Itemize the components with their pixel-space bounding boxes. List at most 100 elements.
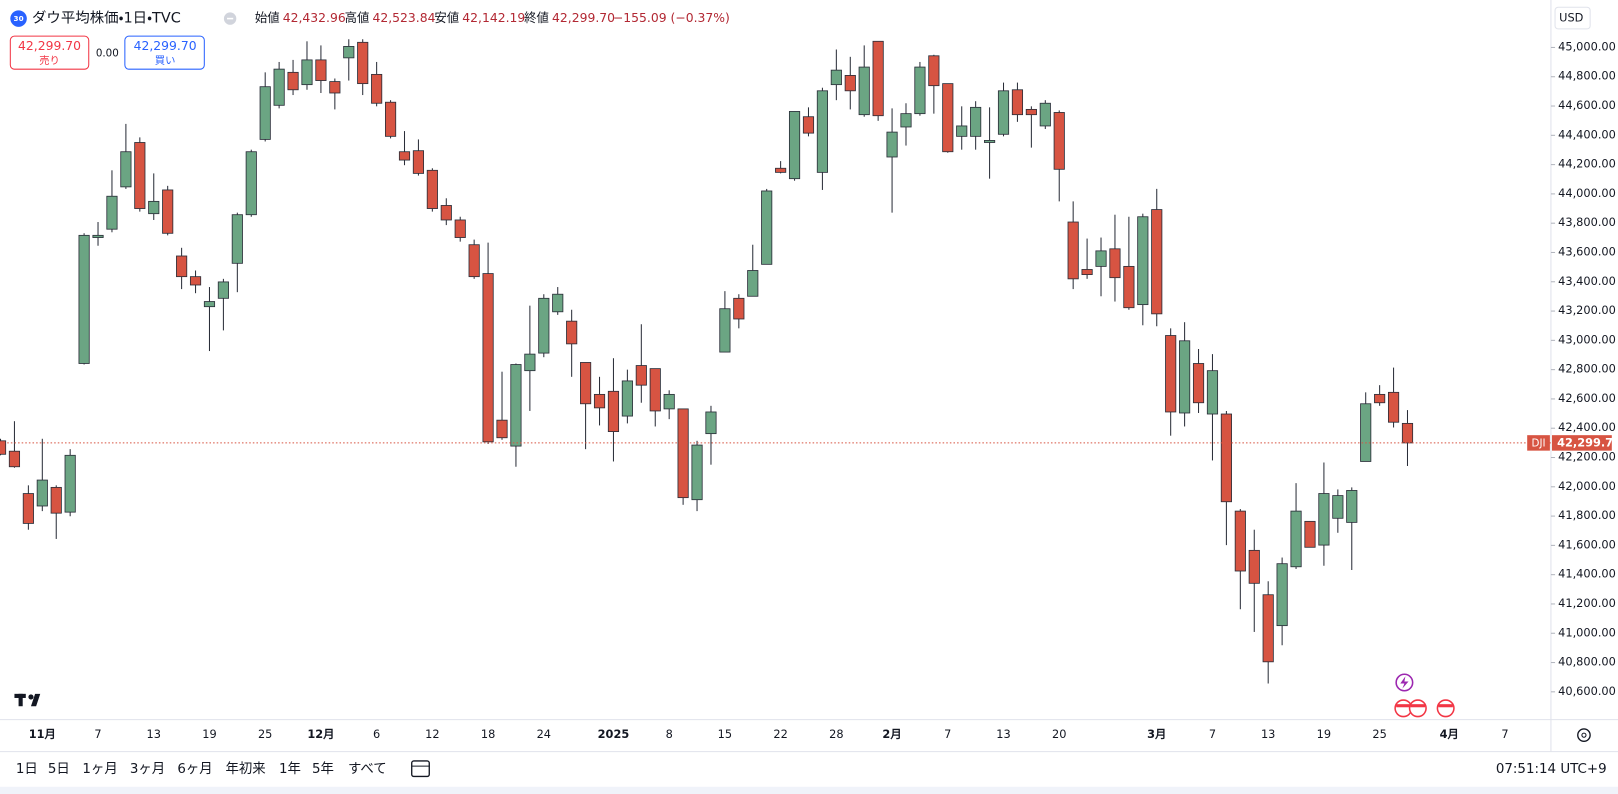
candle-body bbox=[1276, 563, 1288, 627]
x-tick-label: 11月 bbox=[29, 727, 56, 741]
candle-body bbox=[621, 380, 633, 417]
sell-button-frame[interactable] bbox=[9, 35, 90, 70]
candle-body bbox=[663, 393, 675, 410]
candle-body bbox=[802, 116, 815, 134]
x-tick-label: 19 bbox=[1317, 727, 1331, 741]
calendar-icon[interactable] bbox=[411, 760, 430, 778]
candle-body bbox=[733, 297, 745, 320]
candle-body bbox=[970, 106, 982, 137]
y-tick-label: 40,600.00 bbox=[1558, 684, 1616, 698]
x-tick-label: 13 bbox=[147, 727, 161, 741]
sell-price[interactable]: 42,299.70 bbox=[18, 39, 81, 53]
x-tick-label: 2025 bbox=[598, 727, 630, 741]
y-tick-label: 43,400.00 bbox=[1558, 274, 1616, 288]
candle-body bbox=[719, 308, 731, 353]
range-button[interactable]: すべて bbox=[348, 761, 387, 777]
range-button[interactable]: 3ヶ月 bbox=[130, 762, 165, 777]
y-tick-label: 41,000.00 bbox=[1558, 625, 1616, 639]
candle-body bbox=[384, 101, 397, 137]
candle-body bbox=[1234, 510, 1246, 572]
candle-body bbox=[1179, 340, 1191, 414]
range-button[interactable]: 5日 bbox=[48, 762, 70, 777]
candle-body bbox=[593, 393, 606, 409]
currency-box[interactable] bbox=[1554, 6, 1591, 30]
x-tick-label: 13 bbox=[996, 727, 1010, 741]
candle-body bbox=[329, 81, 341, 94]
candle-body bbox=[705, 411, 717, 435]
range-button[interactable]: 年初来 bbox=[225, 761, 265, 777]
candle-body bbox=[231, 214, 243, 264]
logo-part[interactable] bbox=[28, 694, 34, 700]
x-tick-label: 24 bbox=[537, 727, 551, 741]
logo-part[interactable] bbox=[30, 693, 41, 707]
candle-body bbox=[496, 419, 508, 439]
candle-body bbox=[1374, 393, 1386, 404]
range-button[interactable]: 6ヶ月 bbox=[177, 762, 212, 777]
candle-body bbox=[1304, 520, 1316, 548]
candle-body bbox=[1346, 490, 1358, 523]
x-tick-label: 3月 bbox=[1147, 727, 1166, 741]
candle-body bbox=[468, 244, 480, 278]
sell-label[interactable]: 売り bbox=[39, 54, 60, 67]
candle-body bbox=[1109, 248, 1121, 279]
candle-body bbox=[1206, 370, 1219, 415]
candle-body bbox=[1081, 269, 1093, 276]
candle-body bbox=[1011, 89, 1024, 116]
x-tick-label: 7 bbox=[1501, 727, 1508, 741]
x-tick-label: 13 bbox=[1261, 727, 1275, 741]
chart-title[interactable]: ダウ平均株価・1日・TVC bbox=[32, 10, 181, 27]
candle-body bbox=[677, 408, 689, 499]
settings-icon-core[interactable] bbox=[1581, 732, 1587, 738]
buy-button[interactable]: 42,299.70 買い bbox=[124, 35, 205, 70]
logo-part[interactable] bbox=[18, 693, 23, 707]
range-button[interactable]: 1年 bbox=[279, 761, 301, 777]
event-flag[interactable] bbox=[1408, 699, 1427, 718]
last-price-label: 42,299.70 bbox=[1557, 435, 1618, 449]
buy-price[interactable]: 42,299.70 bbox=[134, 39, 197, 53]
buy-label[interactable]: 買い bbox=[155, 55, 176, 67]
candle-body bbox=[997, 90, 1010, 135]
x-tick-label: 22 bbox=[773, 727, 787, 741]
y-tick-label: 43,200.00 bbox=[1558, 303, 1616, 317]
event-flag-stripe bbox=[1438, 704, 1453, 708]
tv-logo[interactable] bbox=[14, 693, 41, 707]
candle-body bbox=[900, 113, 912, 128]
range-button[interactable]: 5年 bbox=[312, 761, 334, 777]
candle-body bbox=[928, 55, 940, 87]
candle-body bbox=[1262, 594, 1274, 663]
ohlc-value: 42,299.70 bbox=[552, 11, 615, 25]
x-tick-label: 7 bbox=[944, 727, 951, 741]
buy-button-frame[interactable] bbox=[124, 35, 205, 70]
candle-body bbox=[524, 353, 536, 372]
spread: 0.00 bbox=[96, 48, 119, 60]
candle-body bbox=[1095, 250, 1107, 267]
event-flag[interactable] bbox=[1436, 699, 1455, 718]
candle-body bbox=[301, 59, 313, 86]
candle-body bbox=[1053, 112, 1065, 170]
candle-body bbox=[36, 479, 48, 507]
candle-body bbox=[1387, 391, 1400, 423]
candle-body bbox=[245, 151, 257, 216]
candle-body bbox=[315, 59, 327, 81]
settings-icon[interactable] bbox=[1577, 728, 1591, 743]
candle-body bbox=[1192, 363, 1205, 404]
candle-body bbox=[92, 234, 104, 238]
event-icon-bolt[interactable] bbox=[1400, 676, 1409, 689]
candle-body bbox=[956, 125, 968, 137]
ohlc-value: 42,432.96 bbox=[283, 11, 346, 25]
sell-button[interactable]: 42,299.70 売り bbox=[9, 35, 90, 70]
currency[interactable]: USD bbox=[1559, 11, 1583, 25]
candle-body bbox=[552, 293, 564, 313]
range-button[interactable]: 1ヶ月 bbox=[82, 762, 117, 777]
x-tick-label: 7 bbox=[94, 727, 101, 741]
candle-body bbox=[412, 150, 425, 174]
ohlc-value: 42,523.84 bbox=[373, 11, 436, 25]
clock[interactable]: 07:51:14 UTC+9 bbox=[1496, 762, 1607, 777]
y-tick-label: 43,000.00 bbox=[1558, 332, 1616, 346]
date-range-button[interactable] bbox=[411, 760, 430, 778]
candle-body bbox=[1248, 549, 1260, 584]
candle-body bbox=[1360, 403, 1372, 462]
candle-body bbox=[454, 219, 466, 238]
range-button[interactable]: 1日 bbox=[16, 762, 38, 777]
candle-body bbox=[8, 450, 21, 468]
